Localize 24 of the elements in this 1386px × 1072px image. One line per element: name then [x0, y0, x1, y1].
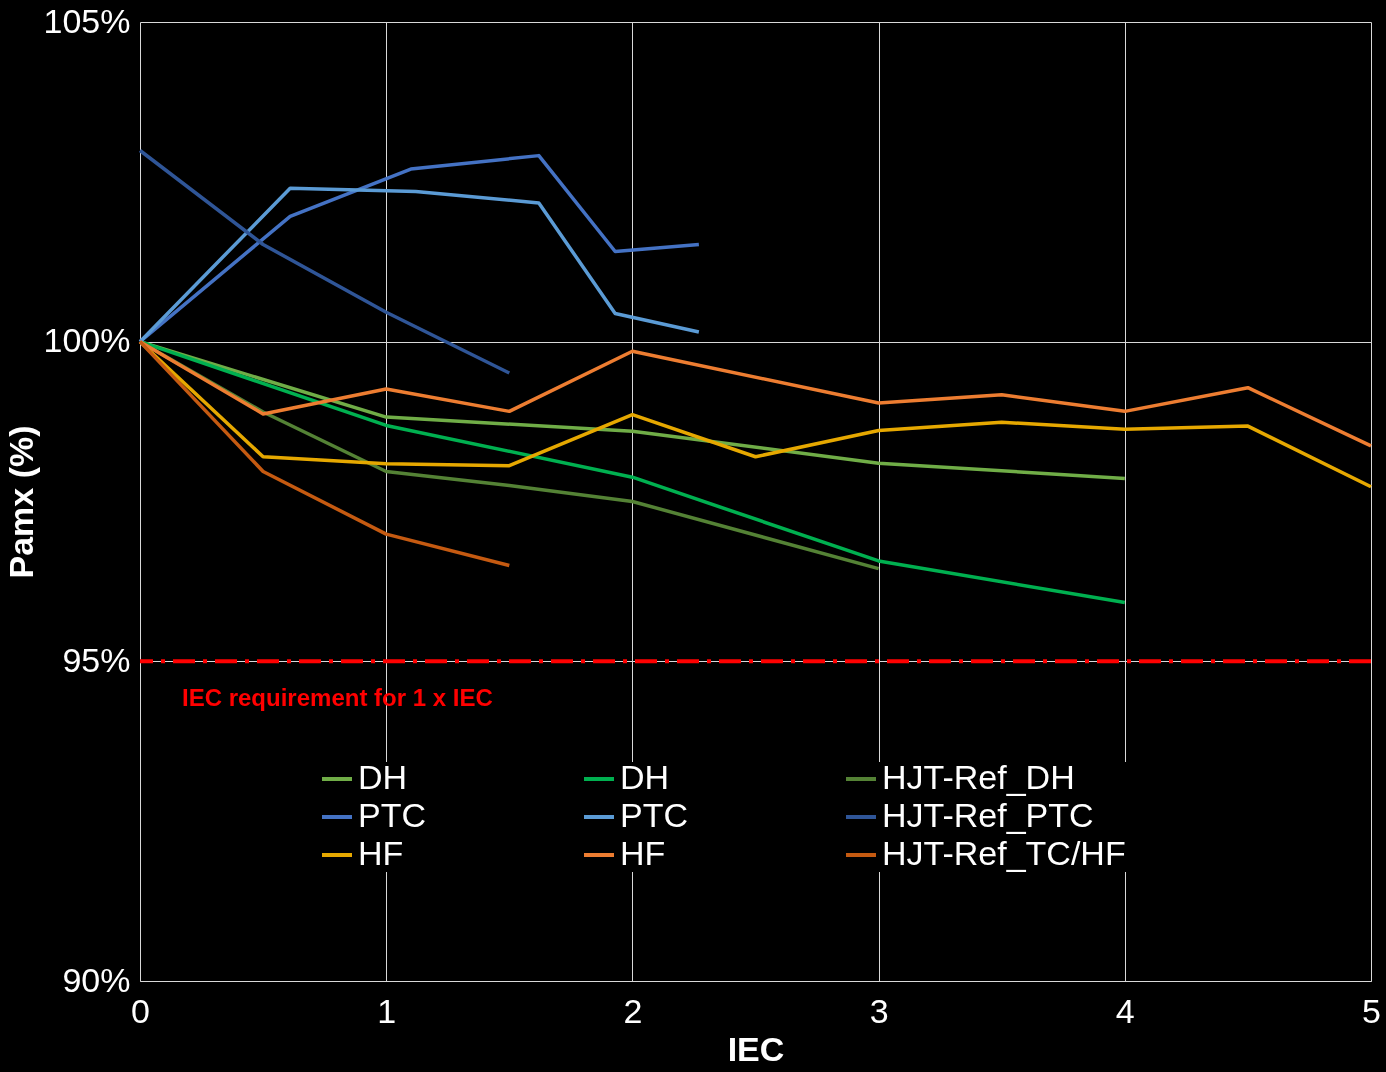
y-tick-label: 100% — [43, 321, 131, 360]
y-tick-label: 95% — [62, 640, 131, 679]
x-tick-label: 4 — [1115, 991, 1135, 1030]
line-series — [138, 339, 512, 568]
y-axis-title: Pamx (%) — [1, 425, 40, 579]
x-tick-label: 5 — [1362, 991, 1381, 1030]
legend-label: HJT-Ref_PTC — [882, 796, 1094, 834]
legend-label: HF — [358, 834, 404, 872]
legend-label: HF — [620, 834, 666, 872]
x-tick-label: 3 — [869, 991, 889, 1030]
y-tick-label: 105% — [43, 1, 131, 40]
legend-label: DH — [358, 758, 408, 796]
line-series — [138, 148, 512, 375]
legend-label: DH — [620, 758, 670, 796]
x-axis-title: IEC — [727, 1029, 785, 1068]
legend-label: PTC — [620, 796, 688, 834]
legend-label: HJT-Ref_DH — [882, 758, 1075, 796]
line-series — [138, 186, 701, 344]
x-tick-label: 2 — [623, 991, 643, 1030]
x-tick-label: 0 — [131, 991, 150, 1030]
legend-label: HJT-Ref_TC/HF — [882, 834, 1126, 872]
y-tick-label: 90% — [62, 960, 131, 999]
x-tick-label: 1 — [377, 991, 397, 1030]
legend-label: PTC — [358, 796, 426, 834]
